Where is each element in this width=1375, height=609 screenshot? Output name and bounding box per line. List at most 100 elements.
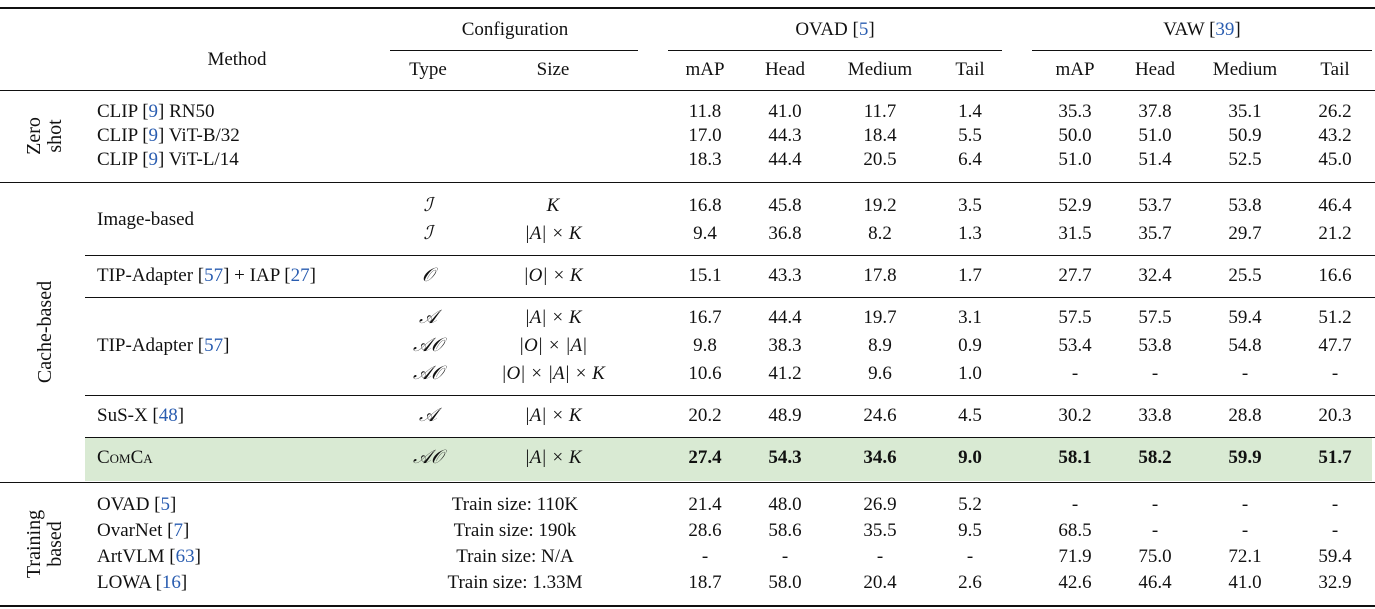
value: 1.4 (958, 101, 982, 122)
method: OVAD [5] (97, 494, 176, 516)
value: 34.6 (863, 447, 897, 468)
value: 9.5 (958, 520, 982, 541)
citation: 9 (148, 149, 159, 170)
citation: 9 (148, 101, 159, 122)
config-size: |O| × K (523, 265, 583, 286)
config-type: 𝒜𝒪 (413, 447, 443, 468)
value: 53.8 (1138, 335, 1172, 356)
value: 3.1 (958, 307, 982, 328)
value: 51.2 (1318, 307, 1352, 328)
value: 58.1 (1058, 447, 1092, 468)
text-part: ] ViT-B/32 (158, 125, 240, 146)
value: 51.4 (1138, 149, 1172, 170)
value: 6.4 (958, 149, 982, 170)
rule (0, 7, 1375, 9)
subheader: Medium (1212, 59, 1278, 80)
value: 24.6 (863, 405, 897, 426)
value: 52.9 (1058, 195, 1092, 216)
group-label: Training based (23, 484, 67, 604)
value: - (1331, 494, 1339, 515)
citation: 63 (175, 546, 195, 567)
text-part: ] (868, 19, 875, 40)
citation: 27 (290, 265, 310, 286)
value: 20.2 (688, 405, 722, 426)
value: 18.4 (863, 125, 897, 146)
value: 51.0 (1058, 149, 1092, 170)
text-part: ] (223, 335, 230, 356)
value: 8.9 (868, 335, 892, 356)
method: CLIP [9] ViT-L/14 (97, 149, 239, 171)
value: 20.4 (863, 572, 897, 593)
value: 44.3 (768, 125, 802, 146)
value: 43.2 (1318, 125, 1352, 146)
text-part: SuS-X [ (97, 405, 159, 426)
config-size: |O| × |A| (518, 335, 588, 356)
value: - (1071, 494, 1079, 515)
value: 29.7 (1228, 223, 1262, 244)
value: 35.3 (1058, 101, 1092, 122)
block-rule (85, 436, 1375, 438)
value: - (701, 546, 709, 567)
value: - (876, 546, 884, 567)
config: Train size: 1.33M (447, 572, 583, 593)
cmid-rule (1032, 49, 1372, 51)
value: 32.4 (1138, 265, 1172, 286)
method: TIP-Adapter [57] + IAP [27] (97, 265, 316, 287)
value: 53.4 (1058, 335, 1092, 356)
value: 58.2 (1138, 447, 1172, 468)
subheader: Tail (1320, 59, 1350, 80)
value: 17.8 (863, 265, 897, 286)
value: - (1241, 520, 1249, 541)
method: TIP-Adapter [57] (97, 335, 229, 357)
header-method: Method (207, 49, 267, 70)
citation: 5 (160, 494, 171, 515)
value: 37.8 (1138, 101, 1172, 122)
highlight-row (85, 438, 1372, 481)
value: 19.2 (863, 195, 897, 216)
config-type: ℐ (423, 223, 433, 244)
value: 54.3 (768, 447, 802, 468)
value: 9.4 (693, 223, 717, 244)
value: 52.5 (1228, 149, 1262, 170)
value: 1.3 (958, 223, 982, 244)
text-part: VAW [ (1163, 19, 1216, 40)
value: 25.5 (1228, 265, 1262, 286)
text-part: Image-based (97, 209, 195, 230)
config-size: |A| × K (524, 405, 582, 426)
cmid-rule (668, 49, 1002, 51)
value: - (1241, 494, 1249, 515)
value: 46.4 (1318, 195, 1352, 216)
value: 41.0 (1228, 572, 1262, 593)
value: 72.1 (1228, 546, 1262, 567)
citation: 57 (204, 335, 224, 356)
value: 11.8 (688, 101, 722, 122)
value: 1.0 (958, 363, 982, 384)
value: 41.0 (768, 101, 802, 122)
method: ComCa (97, 447, 153, 469)
value: 45.0 (1318, 149, 1352, 170)
value: 45.8 (768, 195, 802, 216)
rule (0, 181, 1375, 183)
text-part: OvarNet [ (97, 520, 174, 541)
text-part: TIP-Adapter [ (97, 335, 205, 356)
value: 11.7 (863, 101, 897, 122)
citation: 7 (173, 520, 184, 541)
text-part: ComCa (97, 447, 153, 468)
value: 20.3 (1318, 405, 1352, 426)
value: - (1071, 363, 1079, 384)
value: 21.2 (1318, 223, 1352, 244)
value: 9.8 (693, 335, 717, 356)
value: - (1241, 363, 1249, 384)
value: 51.0 (1138, 125, 1172, 146)
value: 44.4 (768, 307, 802, 328)
text-part: ] (180, 572, 188, 593)
value: 16.6 (1318, 265, 1352, 286)
value: 33.8 (1138, 405, 1172, 426)
value: - (1151, 520, 1159, 541)
group-label: Cache-based (23, 272, 67, 392)
config: Train size: 190k (453, 520, 577, 541)
block-rule (85, 254, 1375, 256)
value: 35.5 (863, 520, 897, 541)
value: 38.3 (768, 335, 802, 356)
config-size: K (546, 195, 560, 216)
